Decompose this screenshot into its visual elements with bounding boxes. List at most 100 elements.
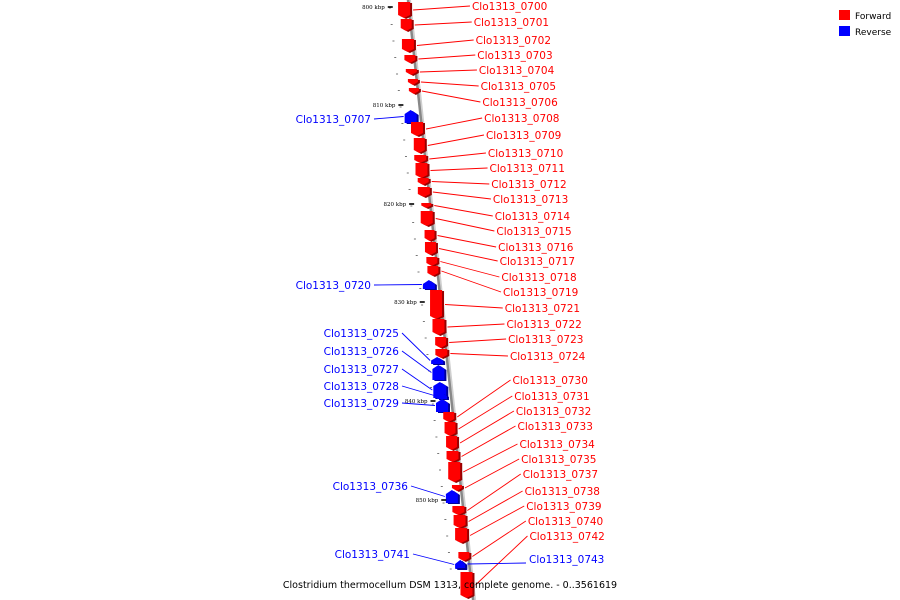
gene-Clo1313_0742[interactable] [460, 572, 475, 599]
gene-Clo1313_0702[interactable] [401, 39, 416, 53]
gene-Clo1313_0713[interactable] [417, 187, 432, 198]
gene-label-Clo1313_0740[interactable]: Clo1313_0740 [528, 516, 603, 528]
gene-Clo1313_0716[interactable] [424, 230, 437, 242]
gene-label-Clo1313_0736[interactable]: Clo1313_0736 [333, 481, 409, 493]
gene-Clo1313_0737[interactable] [452, 506, 467, 516]
gene-shape[interactable] [417, 187, 430, 197]
gene-label-Clo1313_0708[interactable]: Clo1313_0708 [484, 113, 559, 125]
gene-shape[interactable] [420, 211, 433, 226]
gene-shape[interactable] [426, 257, 438, 266]
gene-Clo1313_0725[interactable] [431, 357, 446, 365]
gene-shape[interactable] [444, 422, 456, 436]
gene-label-Clo1313_0707[interactable]: Clo1313_0707 [296, 114, 371, 126]
gene-shape[interactable] [446, 436, 458, 450]
gene-shape[interactable] [455, 560, 466, 568]
gene-label-Clo1313_0733[interactable]: Clo1313_0733 [518, 421, 593, 433]
gene-shape[interactable] [401, 39, 414, 52]
gene-shape[interactable] [445, 490, 458, 503]
gene-shape[interactable] [407, 79, 418, 85]
gene-shape[interactable] [451, 485, 462, 491]
gene-shape[interactable] [432, 365, 445, 380]
gene-Clo1313_0714[interactable] [421, 203, 434, 209]
gene-label-Clo1313_0730[interactable]: Clo1313_0730 [513, 375, 588, 387]
gene-label-Clo1313_0704[interactable]: Clo1313_0704 [479, 65, 555, 77]
gene-shape[interactable] [404, 55, 416, 63]
gene-Clo1313_0732[interactable] [446, 436, 460, 451]
gene-label-Clo1313_0711[interactable]: Clo1313_0711 [490, 163, 565, 175]
gene-Clo1313_0705[interactable] [407, 79, 420, 86]
gene-Clo1313_0719[interactable] [427, 266, 441, 277]
gene-shape[interactable] [435, 399, 448, 412]
gene-label-Clo1313_0728[interactable]: Clo1313_0728 [324, 381, 399, 393]
gene-label-Clo1313_0726[interactable]: Clo1313_0726 [324, 346, 400, 358]
gene-shape[interactable] [460, 572, 473, 598]
gene-label-Clo1313_0700[interactable]: Clo1313_0700 [472, 1, 547, 13]
gene-label-Clo1313_0719[interactable]: Clo1313_0719 [503, 287, 578, 299]
gene-shape[interactable] [446, 451, 459, 462]
gene-Clo1313_0721[interactable] [430, 290, 445, 320]
gene-shape[interactable] [430, 290, 443, 319]
gene-label-Clo1313_0727[interactable]: Clo1313_0727 [324, 364, 399, 376]
gene-label-Clo1313_0706[interactable]: Clo1313_0706 [482, 97, 558, 109]
gene-label-Clo1313_0714[interactable]: Clo1313_0714 [495, 211, 571, 223]
gene-Clo1313_0743[interactable] [455, 560, 468, 569]
gene-Clo1313_0736[interactable] [445, 490, 460, 504]
gene-Clo1313_0707[interactable] [404, 110, 419, 124]
gene-label-Clo1313_0741[interactable]: Clo1313_0741 [335, 549, 410, 561]
gene-Clo1313_0706[interactable] [408, 88, 421, 95]
gene-shape[interactable] [453, 515, 466, 528]
gene-label-Clo1313_0702[interactable]: Clo1313_0702 [476, 35, 551, 47]
gene-Clo1313_0739[interactable] [455, 528, 470, 544]
gene-label-Clo1313_0718[interactable]: Clo1313_0718 [501, 272, 576, 284]
gene-label-Clo1313_0737[interactable]: Clo1313_0737 [523, 469, 598, 481]
gene-shape[interactable] [415, 163, 428, 178]
gene-label-Clo1313_0720[interactable]: Clo1313_0720 [296, 280, 371, 292]
gene-shape[interactable] [417, 178, 429, 185]
gene-shape[interactable] [448, 462, 461, 482]
gene-shape[interactable] [422, 280, 435, 289]
gene-Clo1313_0711[interactable] [415, 163, 430, 179]
gene-Clo1313_0723[interactable] [435, 337, 449, 349]
gene-shape[interactable] [452, 506, 465, 515]
gene-label-Clo1313_0743[interactable]: Clo1313_0743 [529, 554, 604, 566]
gene-label-Clo1313_0738[interactable]: Clo1313_0738 [525, 486, 600, 498]
gene-label-Clo1313_0715[interactable]: Clo1313_0715 [496, 226, 571, 238]
gene-label-Clo1313_0731[interactable]: Clo1313_0731 [514, 391, 589, 403]
gene-shape[interactable] [400, 19, 412, 31]
gene-Clo1313_0726[interactable] [432, 365, 447, 381]
gene-shape[interactable] [436, 393, 447, 399]
gene-label-Clo1313_0739[interactable]: Clo1313_0739 [526, 501, 601, 513]
gene-shape[interactable] [443, 412, 455, 422]
gene-shape[interactable] [424, 242, 436, 255]
gene-shape[interactable] [424, 230, 435, 241]
gene-shape[interactable] [432, 319, 445, 335]
gene-label-Clo1313_0734[interactable]: Clo1313_0734 [519, 439, 595, 451]
gene-label-Clo1313_0732[interactable]: Clo1313_0732 [516, 406, 591, 418]
gene-Clo1313_0722[interactable] [432, 319, 447, 336]
gene-shape[interactable] [408, 88, 419, 94]
gene-Clo1313_0700[interactable] [398, 2, 413, 19]
gene-shape[interactable] [413, 138, 425, 153]
gene-shape[interactable] [435, 349, 448, 358]
gene-label-Clo1313_0735[interactable]: Clo1313_0735 [521, 454, 596, 466]
gene-Clo1313_0728[interactable] [436, 393, 449, 400]
gene-label-Clo1313_0703[interactable]: Clo1313_0703 [477, 50, 552, 62]
gene-shape[interactable] [431, 357, 444, 364]
gene-Clo1313_0720[interactable] [422, 280, 437, 290]
gene-label-Clo1313_0701[interactable]: Clo1313_0701 [474, 17, 549, 29]
gene-Clo1313_0724[interactable] [435, 349, 450, 359]
gene-Clo1313_0730[interactable] [443, 412, 457, 423]
gene-label-Clo1313_0717[interactable]: Clo1313_0717 [500, 256, 575, 268]
gene-label-Clo1313_0713[interactable]: Clo1313_0713 [493, 194, 568, 206]
gene-shape[interactable] [455, 528, 468, 543]
gene-Clo1313_0708[interactable] [410, 122, 425, 137]
gene-shape[interactable] [458, 552, 470, 561]
gene-label-Clo1313_0725[interactable]: Clo1313_0725 [324, 328, 399, 340]
gene-Clo1313_0718[interactable] [426, 257, 440, 267]
gene-Clo1313_0712[interactable] [417, 178, 431, 186]
gene-Clo1313_0701[interactable] [400, 19, 414, 32]
gene-Clo1313_0738[interactable] [453, 515, 468, 529]
gene-Clo1313_0731[interactable] [444, 422, 458, 437]
gene-shape[interactable] [427, 266, 439, 276]
gene-label-Clo1313_0723[interactable]: Clo1313_0723 [508, 334, 583, 346]
